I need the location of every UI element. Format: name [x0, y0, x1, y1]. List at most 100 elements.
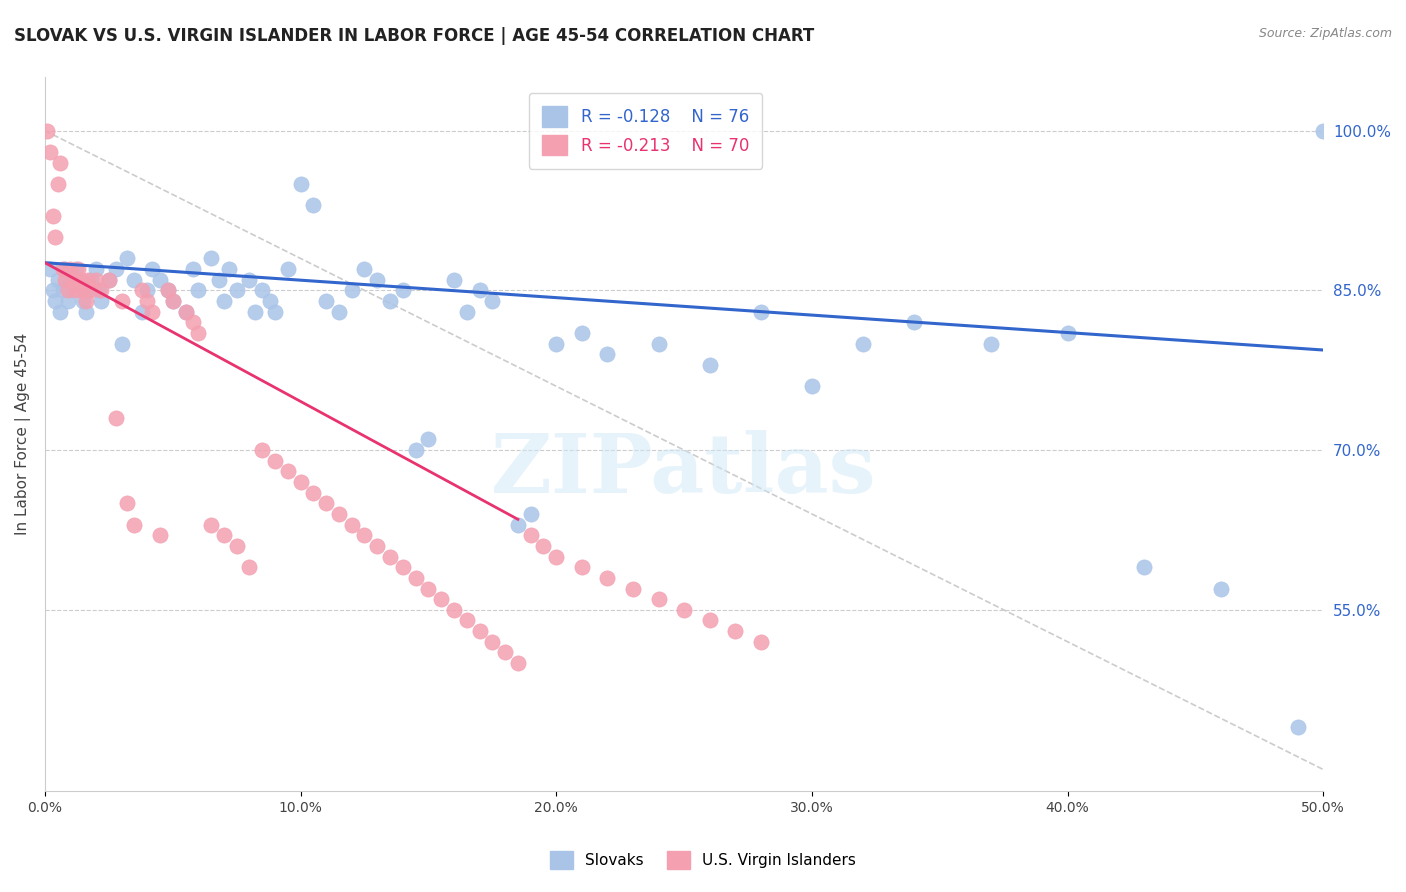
- Point: [75, 293, 97, 308]
- Point: [84, 273, 107, 287]
- Point: [277, 262, 299, 277]
- Point: [481, 634, 503, 648]
- Point: [1286, 720, 1309, 734]
- Point: [340, 284, 363, 298]
- Point: [162, 293, 184, 308]
- Point: [392, 284, 415, 298]
- Point: [302, 198, 325, 212]
- Point: [62, 273, 84, 287]
- Point: [328, 507, 350, 521]
- Point: [328, 304, 350, 318]
- Point: [456, 614, 478, 628]
- Point: [65, 262, 87, 277]
- Point: [621, 582, 644, 596]
- Point: [97, 273, 120, 287]
- Point: [62, 284, 84, 298]
- Point: [430, 592, 453, 607]
- Point: [418, 433, 440, 447]
- Point: [90, 284, 112, 298]
- Point: [980, 336, 1002, 351]
- Point: [443, 273, 465, 287]
- Point: [174, 304, 197, 318]
- Point: [533, 539, 555, 553]
- Text: SLOVAK VS U.S. VIRGIN ISLANDER IN LABOR FORCE | AGE 45-54 CORRELATION CHART: SLOVAK VS U.S. VIRGIN ISLANDER IN LABOR …: [14, 27, 814, 45]
- Point: [181, 262, 204, 277]
- Point: [56, 293, 79, 308]
- Point: [749, 634, 772, 648]
- Point: [37, 124, 59, 138]
- Point: [290, 177, 312, 191]
- Point: [44, 293, 66, 308]
- Point: [149, 273, 172, 287]
- Legend: Slovaks, U.S. Virgin Islanders: Slovaks, U.S. Virgin Islanders: [544, 845, 862, 875]
- Point: [340, 517, 363, 532]
- Point: [39, 262, 62, 277]
- Point: [225, 539, 247, 553]
- Point: [366, 273, 388, 287]
- Point: [392, 560, 415, 574]
- Point: [571, 560, 593, 574]
- Point: [277, 464, 299, 478]
- Point: [156, 284, 179, 298]
- Point: [212, 293, 235, 308]
- Point: [77, 284, 100, 298]
- Point: [59, 273, 82, 287]
- Point: [181, 315, 204, 329]
- Point: [187, 284, 209, 298]
- Point: [141, 304, 163, 318]
- Point: [418, 582, 440, 596]
- Point: [80, 284, 103, 298]
- Point: [124, 273, 146, 287]
- Point: [49, 155, 72, 169]
- Point: [162, 293, 184, 308]
- Point: [59, 262, 82, 277]
- Point: [72, 284, 94, 298]
- Point: [1312, 124, 1334, 138]
- Point: [53, 262, 76, 277]
- Point: [84, 262, 107, 277]
- Point: [65, 284, 87, 298]
- Point: [225, 284, 247, 298]
- Point: [1133, 560, 1156, 574]
- Point: [673, 603, 696, 617]
- Point: [596, 571, 619, 585]
- Point: [238, 273, 260, 287]
- Point: [315, 293, 337, 308]
- Point: [67, 262, 90, 277]
- Point: [212, 528, 235, 542]
- Point: [290, 475, 312, 489]
- Point: [519, 507, 541, 521]
- Point: [41, 284, 63, 298]
- Point: [546, 336, 568, 351]
- Point: [200, 517, 222, 532]
- Point: [218, 262, 240, 277]
- Point: [903, 315, 925, 329]
- Point: [264, 304, 287, 318]
- Point: [302, 485, 325, 500]
- Point: [852, 336, 875, 351]
- Point: [44, 230, 66, 244]
- Point: [39, 145, 62, 159]
- Point: [378, 549, 401, 564]
- Point: [72, 293, 94, 308]
- Point: [87, 284, 110, 298]
- Point: [110, 336, 132, 351]
- Point: [200, 252, 222, 266]
- Point: [749, 304, 772, 318]
- Point: [131, 304, 153, 318]
- Point: [250, 443, 273, 458]
- Point: [56, 284, 79, 298]
- Point: [238, 560, 260, 574]
- Point: [77, 273, 100, 287]
- Point: [353, 262, 375, 277]
- Point: [141, 262, 163, 277]
- Point: [571, 326, 593, 340]
- Point: [506, 656, 529, 670]
- Point: [105, 411, 128, 425]
- Point: [596, 347, 619, 361]
- Point: [1056, 326, 1078, 340]
- Point: [647, 592, 669, 607]
- Point: [506, 517, 529, 532]
- Point: [494, 645, 516, 659]
- Point: [52, 262, 75, 277]
